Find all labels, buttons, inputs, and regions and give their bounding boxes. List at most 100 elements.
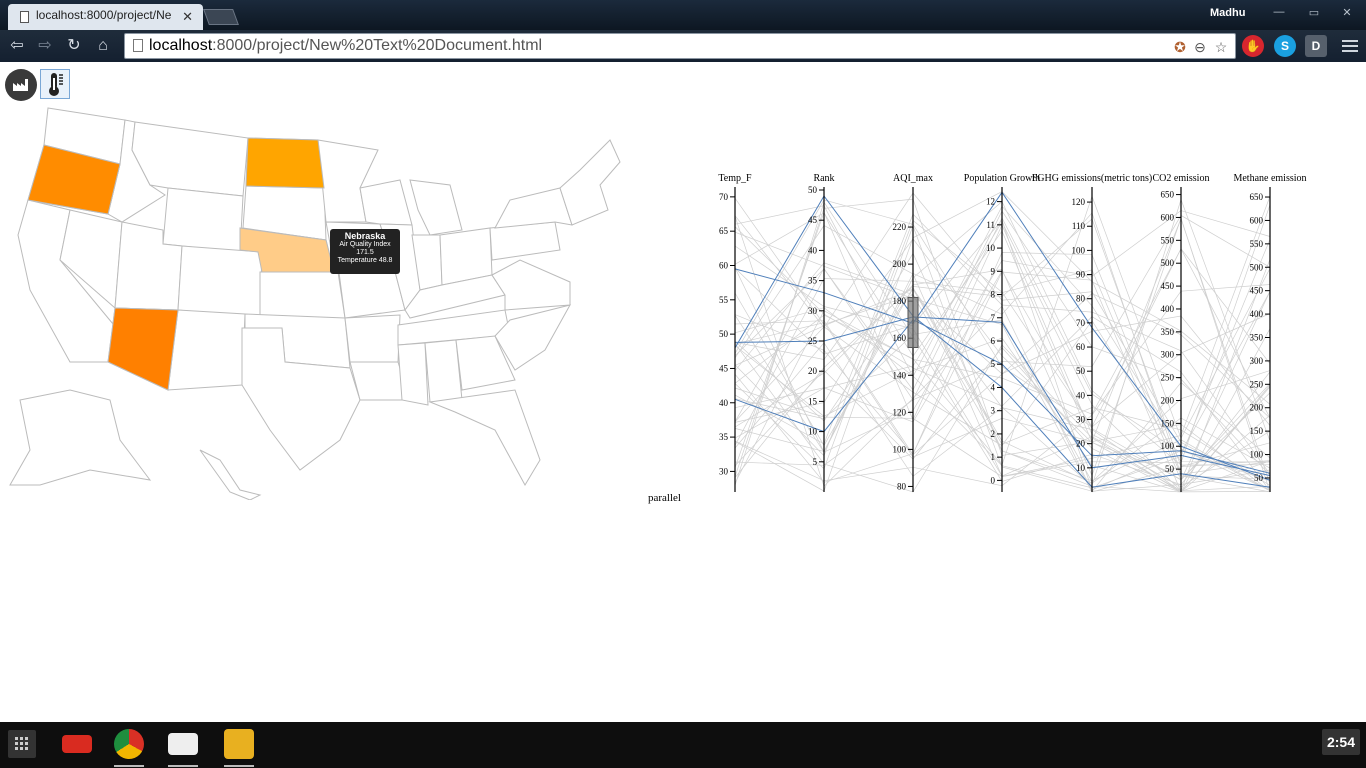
axis-tick-label: 15 [808, 396, 818, 406]
axis-tick-label: 30 [1076, 415, 1086, 425]
state-new-england[interactable] [559, 139, 621, 226]
back-icon[interactable]: ⇦ [10, 37, 24, 54]
state-new-mexico[interactable] [167, 309, 246, 391]
factory-icon [13, 79, 28, 91]
state-montana[interactable] [131, 121, 249, 197]
browser-tab[interactable]: localhost:8000/project/Ne ✕ [8, 4, 203, 30]
state-arkansas[interactable] [344, 314, 401, 363]
browser-toolbar: ⇦ ⇨ ↻ ⌂ localhost:8000/project/New%20Tex… [0, 30, 1366, 62]
axis-tick-label: 8 [991, 290, 996, 300]
minimize-icon[interactable]: — [1273, 6, 1285, 18]
browser-title-bar: localhost:8000/project/Ne ✕ Madhu — ▭ ✕ [0, 0, 1366, 30]
axis-tick-label: 50 [1165, 464, 1175, 474]
state-north-dakota-highlight[interactable] [245, 137, 325, 189]
axis-tick-label: 100 [1161, 441, 1175, 451]
state-virginia[interactable] [491, 259, 571, 311]
temperature-toggle-button[interactable] [40, 69, 70, 99]
bookmark-star-icon[interactable]: ☆ [1214, 39, 1228, 55]
axis-tick-label: 70 [1076, 318, 1086, 328]
extension-icon[interactable]: D [1305, 35, 1327, 57]
state-new-york[interactable] [494, 187, 573, 229]
system-clock[interactable]: 2:54 [1322, 729, 1360, 755]
skype-icon[interactable]: S [1274, 35, 1296, 57]
state-alaska[interactable] [9, 389, 152, 486]
axis-tick-label: 1 [991, 452, 996, 462]
axis-title[interactable]: Temp_F [718, 173, 752, 184]
page-info-icon[interactable] [133, 39, 143, 52]
axis-tick-label: 550 [1250, 239, 1264, 249]
state-oregon-highlight[interactable] [27, 144, 121, 215]
gmail-icon[interactable] [168, 733, 198, 755]
tooltip-aqi-label: Air Quality Index [339, 241, 391, 248]
state-florida[interactable] [428, 389, 541, 487]
axis-tick-label: 40 [1076, 390, 1086, 400]
axis-tick-label: 7 [991, 313, 996, 323]
axis-tick-label: 600 [1250, 215, 1264, 225]
axis-title[interactable]: Rank [813, 173, 834, 184]
forward-icon[interactable]: ⇨ [38, 37, 52, 54]
url-text[interactable]: localhost:8000/project/New%20Text%20Docu… [149, 37, 543, 54]
axis-tick-label: 220 [893, 222, 907, 232]
blocked-cookie-icon[interactable]: ✪ [1174, 39, 1186, 55]
address-bar[interactable]: localhost:8000/project/New%20Text%20Docu… [124, 33, 1236, 59]
state-mississippi[interactable] [397, 342, 429, 406]
state-wyoming[interactable] [162, 187, 244, 253]
state-carolinas[interactable] [494, 304, 571, 371]
axis-tick-label: 4 [991, 382, 996, 392]
close-tab-icon[interactable]: ✕ [182, 9, 193, 24]
axis-tick-label: 0 [991, 475, 996, 485]
state-alabama[interactable] [424, 339, 463, 403]
axis-tick-label: 6 [991, 336, 996, 346]
axis-tick-label: 550 [1161, 235, 1175, 245]
state-georgia[interactable] [455, 335, 516, 391]
tooltip-aqi-value: 171.5 [356, 249, 374, 256]
close-window-icon[interactable]: ✕ [1342, 7, 1352, 19]
youtube-icon[interactable] [62, 735, 92, 753]
axis-tick-label: 350 [1250, 332, 1264, 342]
axis-title[interactable]: Methane emission [1233, 173, 1306, 184]
state-arizona-highlight[interactable] [107, 307, 179, 391]
axis-tick-label: 200 [1250, 403, 1264, 413]
app-launcher-button[interactable] [8, 730, 36, 758]
axis-tick-label: 600 [1161, 212, 1175, 222]
zoom-icon[interactable]: ⊖ [1194, 39, 1206, 55]
state-hawaii[interactable] [199, 449, 262, 500]
axis-tick-label: 400 [1250, 309, 1264, 319]
state-colorado[interactable] [177, 245, 263, 319]
axis-tick-label: 60 [719, 261, 729, 271]
axis-tick-label: 200 [893, 259, 907, 269]
parallel-coordinates-chart: Temp_F303540455055606570Rank510152025303… [718, 173, 1307, 493]
state-wisconsin[interactable] [359, 179, 413, 226]
axis-tick-label: 45 [719, 363, 729, 373]
axis-title[interactable]: AQI_max [893, 173, 933, 184]
new-tab-button[interactable] [203, 9, 239, 25]
axis-tick-label: 35 [719, 432, 729, 442]
axis-tick-label: 90 [1076, 270, 1086, 280]
axis-brush[interactable] [907, 296, 919, 348]
axis-title[interactable]: Population Growth [964, 173, 1040, 184]
home-icon[interactable]: ⌂ [98, 37, 108, 54]
axis-title[interactable]: CO2 emission [1153, 173, 1210, 184]
tooltip-state-name: Nebraska [344, 231, 386, 241]
axis-tick-label: 40 [719, 398, 729, 408]
reload-icon[interactable]: ↻ [67, 37, 81, 54]
axis-title[interactable]: FGHG emissions(metric tons) [1032, 173, 1153, 184]
os-shelf [0, 722, 1366, 768]
state-texas[interactable] [241, 327, 361, 471]
maximize-icon[interactable]: ▭ [1308, 7, 1320, 19]
state-kansas[interactable] [259, 271, 346, 319]
state-michigan[interactable] [409, 179, 463, 236]
chrome-icon[interactable] [114, 729, 144, 759]
axis-tick-label: 100 [1250, 450, 1264, 460]
axis-tick-label: 450 [1250, 286, 1264, 296]
chrome-menu-icon[interactable] [1342, 37, 1358, 55]
factory-toggle-button[interactable] [5, 69, 37, 101]
axis-tick-label: 70 [719, 192, 729, 202]
axis-tick-label: 25 [808, 336, 818, 346]
adblock-icon[interactable]: ✋ [1242, 35, 1264, 57]
keep-icon[interactable] [224, 729, 254, 759]
keep-running-indicator [224, 765, 254, 767]
state-nebraska-highlight[interactable] [239, 227, 335, 273]
profile-name[interactable]: Madhu [1210, 7, 1246, 19]
axis-tick-label: 450 [1161, 281, 1175, 291]
